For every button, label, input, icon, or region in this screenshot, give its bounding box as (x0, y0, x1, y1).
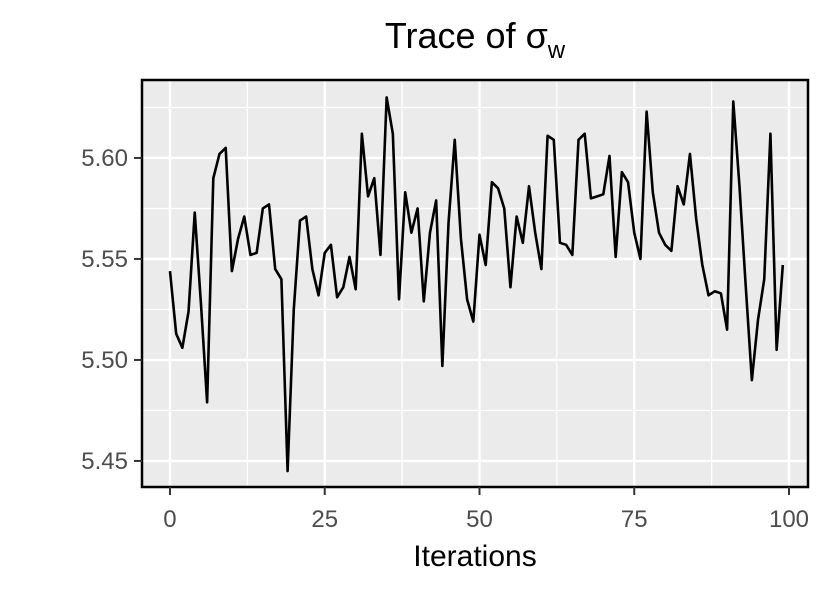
trace-line (168, 96, 785, 473)
y-tick-label: 5.45 (81, 448, 128, 475)
title-subscript: w (547, 37, 566, 64)
y-tick-label: 5.50 (81, 347, 128, 374)
x-tick-label: 100 (769, 506, 809, 533)
x-tick-label: 50 (466, 506, 493, 533)
title-main: Trace of σ (385, 15, 548, 56)
x-axis-label: Iterations (413, 540, 536, 573)
panel-border (140, 78, 810, 489)
chart-title: Trace of σw (385, 15, 566, 64)
y-tick-label: 5.55 (81, 246, 128, 273)
x-tick-label: 75 (621, 506, 648, 533)
x-tick-label: 25 (311, 506, 338, 533)
y-tick-label: 5.60 (81, 145, 128, 172)
x-tick-label: 0 (163, 506, 176, 533)
